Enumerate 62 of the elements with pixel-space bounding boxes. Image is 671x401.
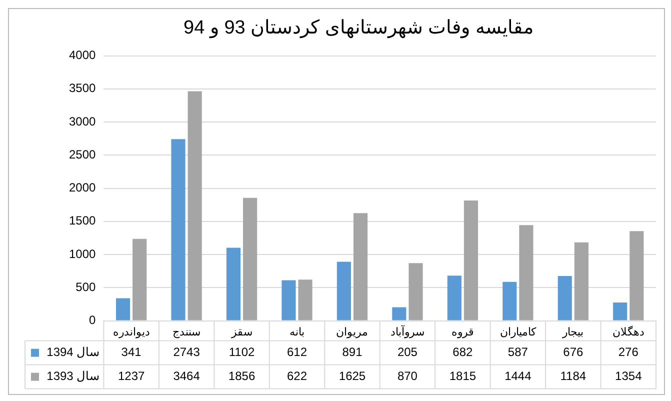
data-label: 870 [397, 369, 418, 384]
bar [243, 198, 258, 320]
y-tick-label: 4000 [68, 48, 96, 62]
chart-title: مقایسه وفات شهرستانهای کردستان 93 و 94 [184, 18, 534, 39]
bar [464, 200, 478, 320]
data-label: 341 [121, 345, 142, 360]
data-label: 1354 [615, 369, 642, 384]
bar [132, 238, 147, 320]
x-tick-label: بانه [290, 326, 304, 338]
y-tick-label: 500 [76, 280, 96, 294]
bar [298, 280, 312, 320]
bar [519, 225, 534, 320]
y-tick-label: 1000 [68, 246, 96, 261]
x-tick-label: سنندج [172, 326, 201, 338]
data-label: 276 [618, 345, 639, 360]
data-label: 1102 [228, 345, 255, 360]
x-tick-label: دهگلان [612, 325, 644, 338]
bar [502, 282, 517, 320]
data-label: 622 [286, 369, 308, 384]
y-tick-label: 2500 [68, 147, 96, 162]
bar [171, 139, 186, 320]
x-tick-label: قروه [452, 326, 474, 338]
y-tick-label: 2000 [68, 180, 96, 195]
data-label: 682 [452, 345, 474, 360]
data-label: 587 [508, 345, 528, 360]
x-tick-label: بیجار [562, 326, 584, 338]
data-label: 1184 [560, 369, 586, 384]
x-tick-label: سروآباد [390, 325, 424, 338]
bar [392, 307, 406, 320]
y-tick-label: 3500 [68, 81, 96, 96]
x-tick-label: سقز [230, 326, 252, 338]
bar [116, 298, 130, 320]
bar [447, 276, 462, 320]
x-tick-label: مریوان [336, 326, 368, 338]
bar [188, 91, 202, 320]
data-label: 1856 [228, 369, 256, 384]
bar [613, 302, 628, 320]
data-label: 1625 [338, 369, 366, 384]
data-label: 1815 [449, 369, 476, 384]
data-label: 3464 [173, 369, 200, 384]
bar [336, 262, 351, 320]
data-label: 612 [286, 345, 308, 360]
bar [353, 213, 368, 320]
data-label: 891 [342, 345, 363, 360]
y-tick-label: 1500 [68, 214, 96, 228]
bar [630, 231, 644, 320]
legend-label: سال 1393 [46, 369, 100, 384]
bar [558, 276, 572, 320]
data-label: 1237 [118, 369, 145, 384]
legend-label: سال 1394 [46, 345, 100, 360]
x-tick-label: کامیاران [500, 326, 537, 338]
y-tick-label: 3000 [68, 114, 96, 128]
data-label: 676 [563, 345, 584, 360]
bar [408, 263, 423, 320]
bar [226, 248, 241, 320]
data-label: 1444 [504, 369, 532, 384]
data-label: 205 [397, 345, 418, 360]
data-label: 2743 [173, 345, 200, 360]
x-tick-label: دیواندره [112, 326, 150, 338]
bar [282, 280, 296, 320]
bar [574, 242, 588, 320]
y-tick-label: 0 [89, 313, 96, 328]
